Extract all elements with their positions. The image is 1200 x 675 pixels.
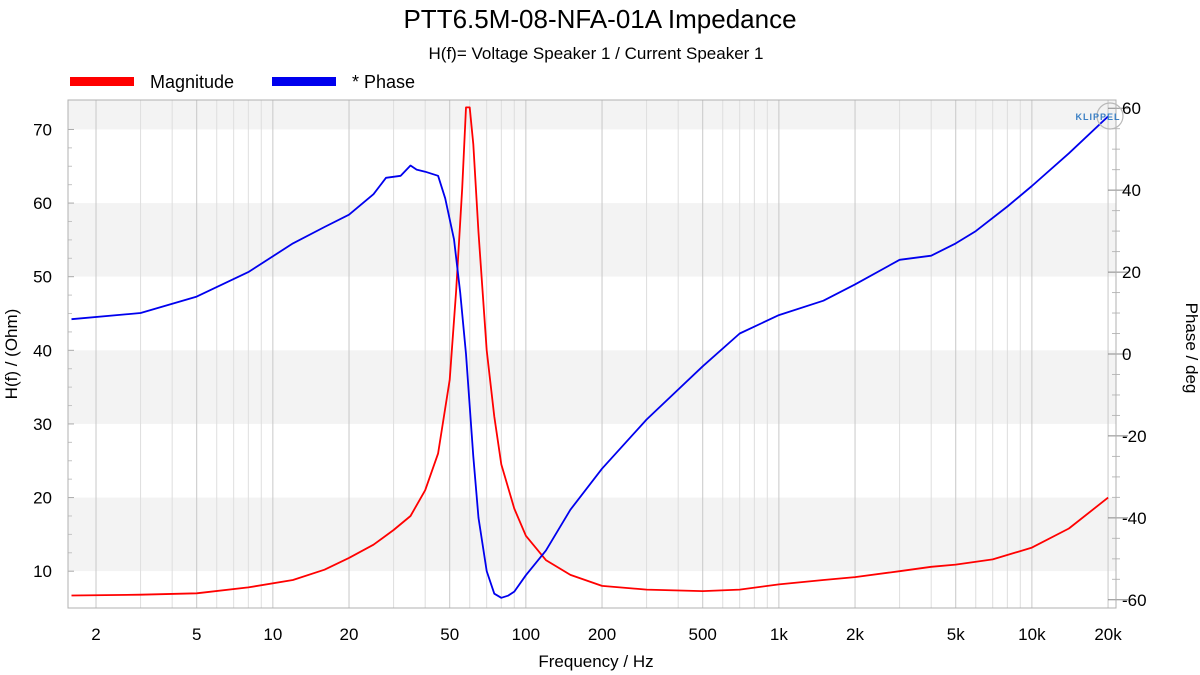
series-phase-line: [71, 115, 1109, 599]
y-right-tick-label: -60: [1122, 591, 1147, 610]
background-band: [68, 423, 1116, 498]
x-tick-label: 5k: [947, 625, 965, 644]
x-tick-label: 200: [588, 625, 616, 644]
data-series: [71, 106, 1109, 599]
brand-text: KLIPPEL: [1075, 112, 1120, 122]
y-left-axis-label: H(f) / (Ohm): [2, 309, 21, 400]
y-right-tick-label: 20: [1122, 263, 1141, 282]
x-tick-labels: 2 5 10 20 50 100 200 500 1k 2k 5k 10k 20k: [91, 625, 1122, 644]
x-tick-label: 5: [192, 625, 201, 644]
x-tick-label: 2k: [846, 625, 864, 644]
y-right-tick-label: 60: [1122, 99, 1141, 118]
y-left-tick-label: 70: [33, 120, 52, 139]
legend-label-magnitude: Magnitude: [150, 72, 234, 92]
background-band: [68, 276, 1116, 351]
series-magnitude-line: [71, 106, 1109, 597]
x-axis-label: Frequency / Hz: [538, 652, 653, 671]
x-tick-label: 20: [340, 625, 359, 644]
x-tick-label: 1k: [770, 625, 788, 644]
y-left-tick-label: 60: [33, 194, 52, 213]
y-right-tick-label: 40: [1122, 181, 1141, 200]
chart-subtitle: H(f)= Voltage Speaker 1 / Current Speake…: [429, 44, 764, 63]
plot-background-bands: [68, 100, 1116, 608]
x-tick-label: 500: [689, 625, 717, 644]
grid-lines: [68, 100, 1128, 608]
y-left-tick-label: 10: [33, 562, 52, 581]
background-band: [68, 203, 1116, 277]
y-right-tick-label: -20: [1122, 427, 1147, 446]
y-left-tick-label: 50: [33, 268, 52, 287]
y-right-tick-labels: -60 -40 -20 0 20 40 60: [1122, 99, 1147, 610]
chart-title: PTT6.5M-08-NFA-01A Impedance: [403, 4, 796, 34]
background-band: [68, 497, 1116, 572]
background-band: [68, 571, 1116, 608]
legend: Magnitude * Phase: [70, 72, 415, 92]
x-tick-label: 20k: [1094, 625, 1122, 644]
y-left-tick-label: 40: [33, 341, 52, 360]
background-band: [68, 100, 1116, 130]
y-left-tick-label: 30: [33, 415, 52, 434]
y-left-tick-label: 20: [33, 489, 52, 508]
legend-swatch-magnitude: [70, 77, 134, 86]
plot-frame: [67, 99, 1117, 609]
y-right-axis-label: Phase / deg: [1182, 303, 1200, 394]
legend-swatch-phase: [272, 77, 336, 86]
brand-logo: KLIPPEL: [1075, 102, 1124, 130]
x-tick-label: 2: [91, 625, 100, 644]
x-tick-label: 10k: [1018, 625, 1046, 644]
y-left-tick-labels: 10 20 30 40 50 60 70: [33, 120, 52, 581]
background-band: [68, 350, 1116, 424]
x-tick-label: 50: [440, 625, 459, 644]
x-tick-label: 10: [263, 625, 282, 644]
background-band: [68, 129, 1116, 204]
legend-label-phase: * Phase: [352, 72, 415, 92]
x-tick-label: 100: [512, 625, 540, 644]
y-right-tick-label: 0: [1122, 345, 1131, 364]
y-right-tick-label: -40: [1122, 509, 1147, 528]
